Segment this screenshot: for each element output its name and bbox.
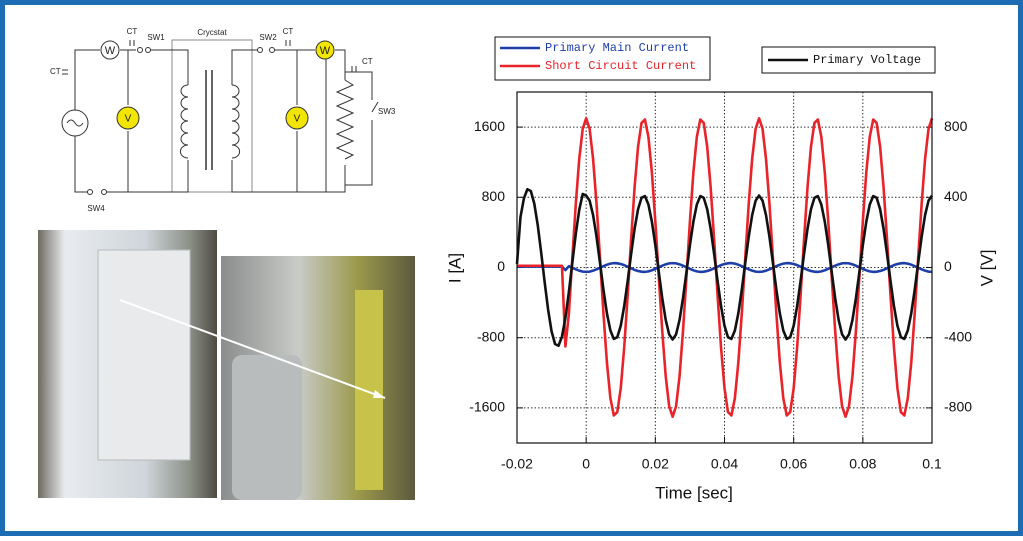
x-axis-label: Time [sec] (655, 483, 733, 502)
diagram-label: SW3 (378, 107, 396, 116)
x-tick-label: 0.1 (922, 456, 942, 472)
diagram-label: W (320, 45, 331, 57)
diagram-label: W (105, 45, 116, 57)
diagram-label: CT (127, 27, 138, 36)
diagram-label: CT (50, 67, 61, 76)
switch-contact (137, 47, 143, 53)
sw3-wire (345, 71, 379, 186)
y-tick-label: -1600 (469, 399, 505, 415)
cryostat-box (171, 39, 253, 193)
diagram-label: SW4 (87, 204, 105, 213)
legend-label: Primary Voltage (813, 53, 921, 67)
voltmeter (116, 106, 140, 130)
y2-tick-label: -400 (944, 328, 972, 344)
circuit-diagram (61, 39, 379, 195)
diagram-label: CT (362, 57, 373, 66)
secondary-coil (231, 84, 241, 159)
photo-cryostat (355, 290, 383, 490)
series-line (517, 261, 933, 274)
wattmeter (315, 40, 335, 60)
series-line (517, 117, 934, 418)
diagram-label: Crycstat (197, 28, 227, 37)
switch-contact (257, 47, 263, 53)
y2-axis-label: V [V] (977, 250, 996, 287)
diagram-label: V (294, 114, 301, 125)
y-axis-label: I [A] (445, 253, 464, 283)
voltmeter-wire (296, 50, 327, 192)
y-tick-label: -800 (477, 328, 505, 344)
x-tick-label: 0 (582, 456, 590, 472)
x-tick-label: 0.08 (849, 456, 876, 472)
switch-contact (269, 47, 275, 53)
diagram-label: SW1 (147, 33, 165, 42)
voltmeter (285, 106, 309, 130)
x-tick-label: -0.02 (501, 456, 533, 472)
switch-contact (101, 189, 107, 195)
wattmeter (100, 40, 120, 60)
photo-arrow (119, 299, 386, 399)
ac-source (61, 109, 89, 137)
diagram-label: SW2 (259, 33, 277, 42)
source-symbol (66, 119, 84, 127)
core (205, 70, 213, 170)
switch-contact (145, 47, 151, 53)
y-tick-label: 1600 (474, 118, 505, 134)
resistor (335, 79, 355, 160)
diagram-label: CT (283, 27, 294, 36)
y2-tick-label: 800 (944, 118, 968, 134)
photo-dewar (232, 355, 302, 500)
diagram-label: V (125, 114, 132, 125)
switch-contact (87, 189, 93, 195)
y2-tick-label: 0 (944, 258, 952, 274)
plot-frame (516, 91, 933, 444)
secondary-wire (231, 49, 346, 193)
legend-box (494, 36, 711, 81)
legend-label: Short Circuit Current (545, 59, 696, 73)
y2-tick-label: -800 (944, 399, 972, 415)
y-tick-label: 800 (482, 188, 506, 204)
y2-tick-label: 400 (944, 188, 968, 204)
x-tick-label: 0.02 (642, 456, 669, 472)
x-tick-label: 0.06 (780, 456, 807, 472)
x-tick-label: 0.04 (711, 456, 738, 472)
primary-coil (179, 84, 189, 159)
series-line (515, 187, 934, 348)
ct-mark (62, 40, 357, 75)
legend-label: Primary Main Current (545, 41, 689, 55)
photo-arrow-head (373, 390, 385, 398)
y-tick-label: 0 (497, 258, 505, 274)
photo-coil-body (97, 249, 191, 461)
